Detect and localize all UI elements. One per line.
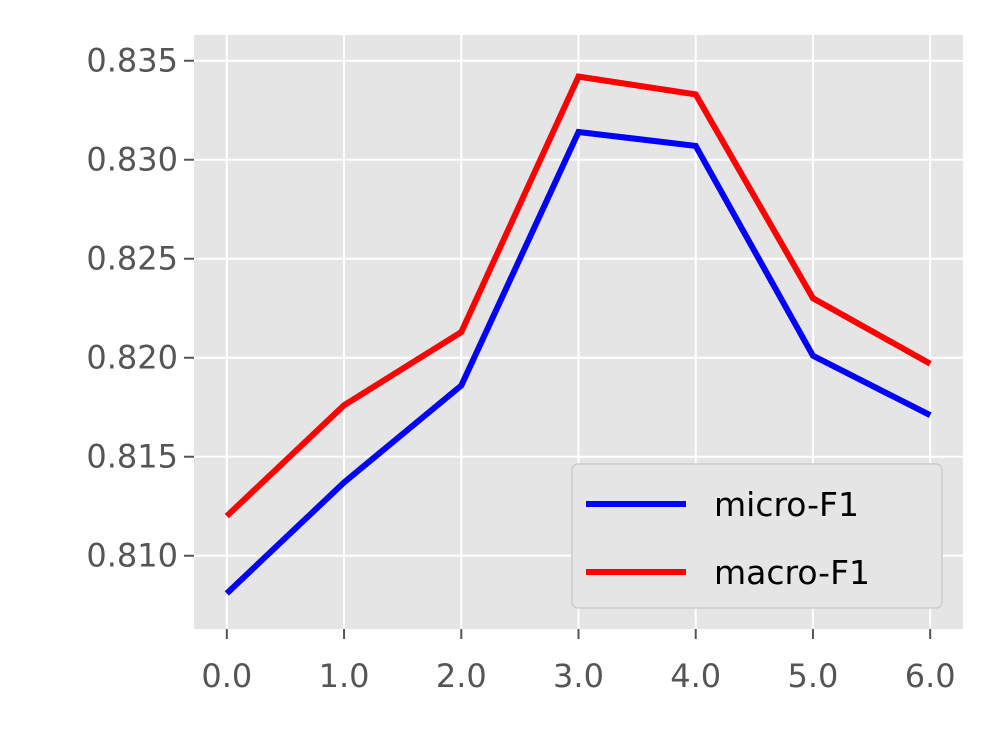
series-line-macro-f1	[224, 73, 932, 519]
x-tick-label: 4.0	[670, 657, 721, 695]
y-tick-label: 0.810	[86, 537, 178, 575]
series-line-micro-f1	[224, 128, 932, 596]
legend-label: micro-F1	[714, 485, 859, 524]
x-tick-label: 1.0	[319, 657, 370, 695]
y-tick-label: 0.815	[86, 438, 178, 476]
x-tick-label: 5.0	[788, 657, 839, 695]
series-lines	[224, 73, 932, 596]
y-tick-label: 0.830	[86, 141, 178, 179]
x-tick-label: 6.0	[905, 657, 956, 695]
y-tick-label: 0.825	[86, 240, 178, 278]
x-tick-label: 0.0	[201, 657, 252, 695]
y-tick-label: 0.820	[86, 339, 178, 377]
legend: micro-F1 macro-F1	[571, 463, 943, 609]
y-tick-label: 0.835	[86, 42, 178, 80]
x-tick-label: 2.0	[436, 657, 487, 695]
axis-ticks: 0.810 0.815 0.820 0.825 0.830 0.835 0.0 1.0 2.0 3…	[86, 42, 955, 695]
x-tick-label: 3.0	[553, 657, 604, 695]
legend-label: macro-F1	[714, 553, 870, 592]
